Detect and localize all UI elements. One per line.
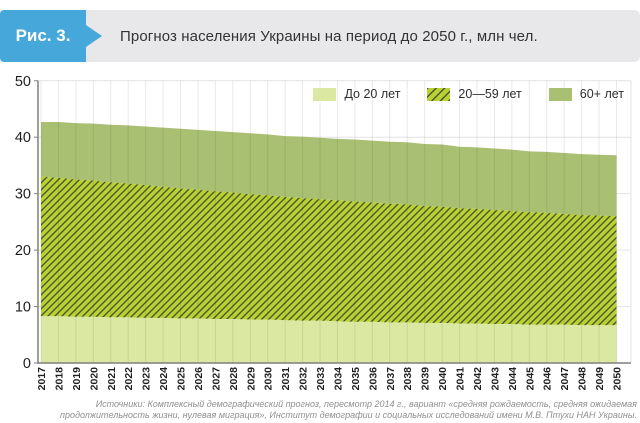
- x-tick-label: 2048: [577, 367, 589, 391]
- x-tick-label: 2040: [437, 367, 449, 391]
- x-tick-label: 2046: [542, 367, 554, 391]
- y-tick-label: 50: [15, 74, 31, 90]
- legend-item-1: 20—59 лет: [427, 87, 522, 101]
- x-tick-label: 2023: [141, 367, 153, 391]
- x-tick-label: 2026: [193, 367, 205, 391]
- x-tick-label: 2021: [106, 367, 118, 391]
- x-tick-label: 2037: [385, 367, 397, 391]
- x-tick-label: 2022: [123, 367, 135, 391]
- x-tick-label: 2041: [455, 367, 467, 391]
- x-tick-label: 2029: [245, 367, 257, 391]
- x-tick-label: 2025: [176, 367, 188, 391]
- chart-legend: До 20 лет 20—59 лет 60+ лет: [313, 87, 624, 101]
- y-tick-label: 20: [15, 243, 31, 259]
- legend-swatch-2: [548, 87, 572, 101]
- x-tick-label: 2036: [367, 367, 379, 391]
- x-tick-label: 2035: [350, 367, 362, 391]
- legend-label-1: 20—59 лет: [458, 87, 522, 101]
- chart-area: 0 10 20 30 40 50 2017 2018 2019 2020 2021 2022 2023 2…: [0, 70, 640, 402]
- x-tick-label: 2034: [332, 367, 344, 391]
- figure-title: Прогноз населения Украины на период до 2…: [120, 27, 538, 45]
- x-tick-label: 2044: [507, 367, 519, 391]
- area-20-59-hatch: [41, 176, 617, 326]
- x-tick-label: 2019: [71, 367, 83, 391]
- legend-item-2: 60+ лет: [548, 87, 624, 101]
- source-line-1: Источники: Комплексный демографический п…: [95, 399, 637, 409]
- legend-swatch-0: [313, 87, 337, 101]
- x-tick-label: 2024: [158, 367, 170, 391]
- x-tick-label: 2039: [420, 367, 432, 391]
- area-60-plus: [41, 121, 617, 217]
- x-tick-label: 2042: [472, 367, 484, 391]
- figure-badge-label: Рис. 3.: [15, 26, 71, 45]
- x-tick-label: 2027: [210, 367, 222, 391]
- y-tick-label: 40: [15, 130, 31, 146]
- x-tick-label: 2018: [53, 367, 65, 391]
- source-line-2: продолжительность жизни, нулевая миграци…: [60, 409, 637, 420]
- legend-label-2: 60+ лет: [579, 87, 624, 101]
- x-tick-label: 2028: [228, 367, 240, 391]
- legend-label-0: До 20 лет: [344, 87, 401, 101]
- x-tick-label: 2020: [88, 367, 100, 391]
- x-tick-label: 2038: [402, 367, 414, 391]
- x-tick-label: 2032: [298, 367, 310, 391]
- x-tick-label: 2049: [594, 367, 606, 391]
- y-tick-label: 0: [23, 356, 31, 372]
- x-tick-label: 2033: [315, 367, 327, 391]
- x-tick-label: 2045: [524, 367, 536, 391]
- source-note: Источники: Комплексный демографический п…: [10, 399, 637, 420]
- figure-badge: Рис. 3.: [0, 10, 102, 62]
- legend-swatch-1: [427, 87, 451, 101]
- x-tick-label: 2043: [489, 367, 501, 391]
- x-tick-label: 2017: [36, 367, 48, 391]
- y-tick-label: 30: [15, 187, 31, 203]
- x-tick-label: 2047: [559, 367, 571, 391]
- header-bar: Прогноз населения Украины на период до 2…: [86, 10, 640, 62]
- x-tick-label: 2030: [263, 367, 275, 391]
- y-tick-label: 10: [15, 300, 31, 316]
- area-under-20: [41, 316, 617, 363]
- legend-item-0: До 20 лет: [313, 87, 400, 101]
- x-tick-label: 2050: [612, 367, 624, 391]
- x-tick-label: 2031: [280, 367, 292, 391]
